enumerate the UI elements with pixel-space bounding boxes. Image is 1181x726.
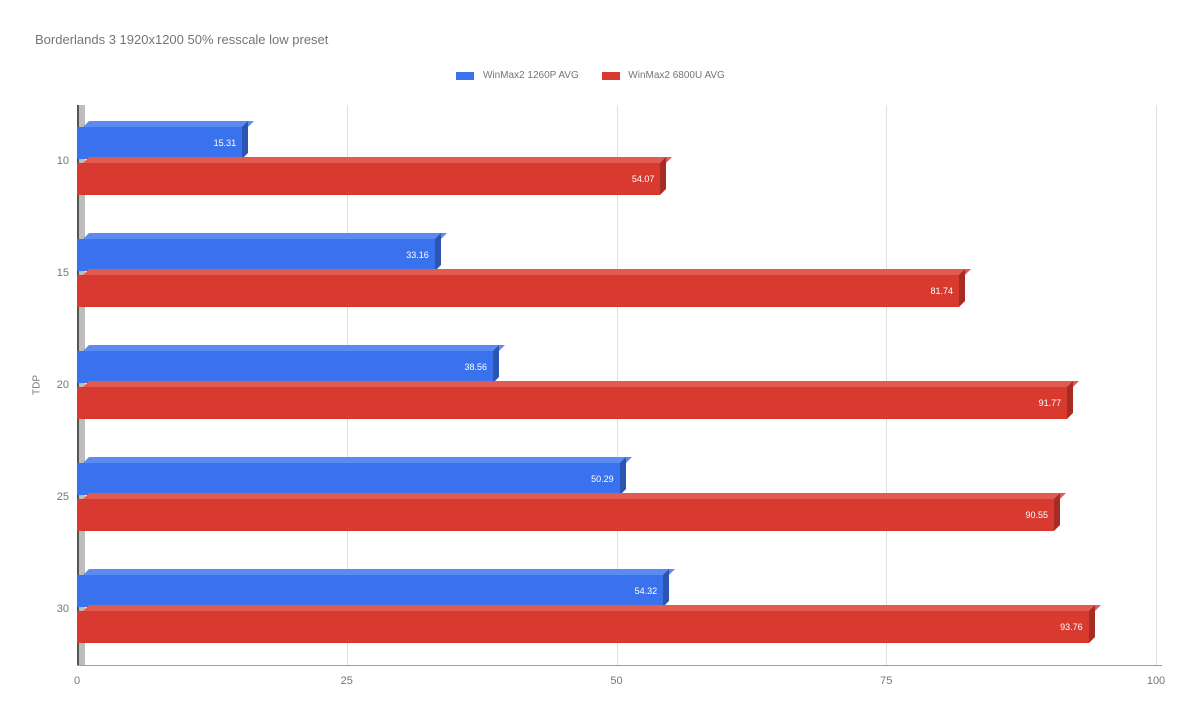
bar-value-label: 38.56 bbox=[81, 362, 487, 372]
y-tick-label: 15 bbox=[49, 267, 69, 279]
bar: 90.55 bbox=[77, 499, 1060, 531]
chart-title: Borderlands 3 1920x1200 50% resscale low… bbox=[35, 32, 328, 47]
bar-value-label: 93.76 bbox=[81, 622, 1083, 632]
bar-value-label: 54.32 bbox=[81, 586, 657, 596]
legend-swatch bbox=[602, 72, 620, 80]
bar-value-label: 15.31 bbox=[81, 138, 236, 148]
legend-label: WinMax2 1260P AVG bbox=[483, 70, 579, 81]
bar-value-label: 54.07 bbox=[81, 174, 654, 184]
bar-value-label: 33.16 bbox=[81, 250, 429, 260]
bar: 38.56 bbox=[77, 351, 499, 383]
legend-label: WinMax2 6800U AVG bbox=[628, 70, 725, 81]
bar-value-label: 91.77 bbox=[81, 398, 1061, 408]
gridline bbox=[1156, 105, 1157, 665]
bar: 50.29 bbox=[77, 463, 626, 495]
bar: 54.07 bbox=[77, 163, 666, 195]
legend-swatch bbox=[456, 72, 474, 80]
bar: 91.77 bbox=[77, 387, 1073, 419]
bar: 81.74 bbox=[77, 275, 965, 307]
bar: 93.76 bbox=[77, 611, 1095, 643]
bar: 54.32 bbox=[77, 575, 669, 607]
x-tick-label: 100 bbox=[1147, 675, 1165, 687]
x-tick-label: 75 bbox=[880, 675, 892, 687]
legend: WinMax2 1260P AVG WinMax2 6800U AVG bbox=[0, 70, 1181, 81]
bar: 15.31 bbox=[77, 127, 248, 159]
bar-value-label: 50.29 bbox=[81, 474, 614, 484]
y-tick-label: 20 bbox=[49, 379, 69, 391]
legend-item: WinMax2 1260P AVG bbox=[456, 70, 579, 81]
y-tick-label: 30 bbox=[49, 603, 69, 615]
bar: 33.16 bbox=[77, 239, 441, 271]
x-axis bbox=[77, 665, 1162, 666]
x-tick-label: 0 bbox=[74, 675, 80, 687]
legend-item: WinMax2 6800U AVG bbox=[602, 70, 725, 81]
y-tick-label: 10 bbox=[49, 155, 69, 167]
bar-value-label: 90.55 bbox=[81, 510, 1048, 520]
y-axis-title: TDP bbox=[32, 375, 43, 395]
bar-value-label: 81.74 bbox=[81, 286, 953, 296]
x-tick-label: 25 bbox=[341, 675, 353, 687]
x-tick-label: 50 bbox=[610, 675, 622, 687]
y-tick-label: 25 bbox=[49, 491, 69, 503]
plot-area: 15.31 54.07 33.16 81.74 38.56 91.77 50.29 90.55… bbox=[77, 105, 1162, 665]
